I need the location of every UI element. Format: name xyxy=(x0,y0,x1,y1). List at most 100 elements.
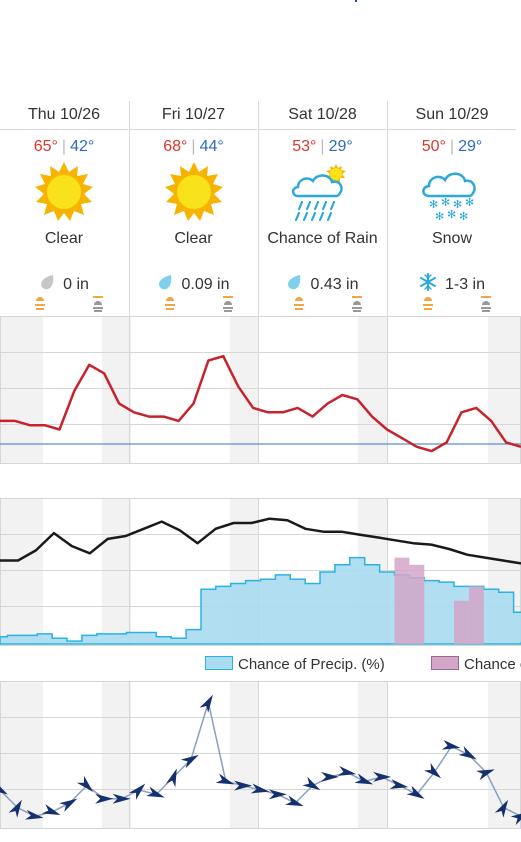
wind-direction-arrow xyxy=(373,771,392,782)
wind-direction-arrow xyxy=(180,754,199,769)
night-band xyxy=(230,681,258,829)
sunrise-icon xyxy=(294,297,304,310)
wind-direction-arrow xyxy=(59,798,78,812)
wind-direction-arrow xyxy=(234,780,253,791)
day-label: Fri 10/27 xyxy=(130,101,257,130)
sun-times-row xyxy=(130,295,257,313)
snowflake-icon xyxy=(419,273,436,291)
temperature-range: 50° | 29° xyxy=(421,138,483,155)
day-column[interactable]: Fri 10/27 68° | 44° Clear 0.09 in xyxy=(129,101,257,316)
precip-amount-row: 0.43 in xyxy=(259,273,386,294)
snow-chance-bar xyxy=(394,557,410,644)
svg-text:✻: ✻ xyxy=(465,196,474,209)
snow-chance-bar xyxy=(468,586,484,644)
svg-text:✻: ✻ xyxy=(453,198,462,211)
wind-direction-arrow xyxy=(354,773,374,785)
sunset-icon xyxy=(93,296,103,312)
wind-direction-arrow xyxy=(8,799,22,818)
svg-text:✻: ✻ xyxy=(447,208,456,221)
wind-direction-arrow xyxy=(458,746,477,760)
low-temp: 44° xyxy=(199,138,224,155)
wind-direction-arrow xyxy=(494,799,509,818)
sunset-icon xyxy=(481,296,491,312)
wind-direction-arrow xyxy=(95,793,114,804)
raindrop-gray-icon xyxy=(41,275,54,290)
day-column[interactable]: Sun 10/29 50° | 29° ✻ ✻ ✻ ✻ ✻ ✻ ✻ Snow 1-3 in xyxy=(387,101,521,316)
svg-text:✻: ✻ xyxy=(429,198,438,211)
day-column[interactable]: Sat 10/28 53° | 29° Chance of Rain 0.43 in xyxy=(258,101,386,316)
wind-direction-arrow xyxy=(112,793,131,804)
low-temp: 29° xyxy=(458,138,483,155)
precip-legend: Chance of Precip. (%) Chance o xyxy=(0,656,521,676)
night-band xyxy=(0,498,43,646)
wind-graph[interactable] xyxy=(0,681,521,829)
precipitation-graph[interactable] xyxy=(0,498,521,646)
high-temp: 50° xyxy=(421,138,446,155)
night-band xyxy=(102,681,131,829)
sunset-icon xyxy=(352,296,362,312)
high-temp: 53° xyxy=(292,138,317,155)
wind-direction-arrow xyxy=(165,768,177,788)
sunset-icon xyxy=(223,296,233,312)
raindrop-icon xyxy=(159,275,172,290)
night-band xyxy=(358,316,387,464)
daily-forecast: Thu 10/26 65° | 42° Clear 0 in Fri 10/27 6… xyxy=(0,101,521,316)
snow-chance-bar xyxy=(409,564,425,644)
wind-direction-arrow xyxy=(268,789,287,800)
legend-precip-chance[interactable]: Chance of Precip. (%) xyxy=(205,656,385,673)
snow-cloud-icon: ✻ ✻ ✻ ✻ ✻ ✻ ✻ xyxy=(422,172,476,223)
humidity-line xyxy=(0,517,521,565)
wind-direction-arrow xyxy=(424,762,442,779)
wind-direction-arrow xyxy=(476,769,495,781)
svg-text:✻: ✻ xyxy=(435,210,444,223)
precip-swatch xyxy=(205,656,233,670)
sunrise-icon xyxy=(35,297,45,310)
temperature-line xyxy=(0,354,521,453)
precip-amount-row: 0.09 in xyxy=(130,273,257,294)
condition-text: Chance of Rain xyxy=(267,230,378,247)
day-column[interactable]: Thu 10/26 65° | 42° Clear 0 in xyxy=(0,101,128,316)
precip-amount: 1-3 in xyxy=(444,276,486,293)
precip-amount: 0.09 in xyxy=(181,276,230,293)
sun-icon xyxy=(164,162,223,221)
wind-direction-arrow xyxy=(215,773,235,785)
day-label: Sun 10/29 xyxy=(388,101,516,130)
precip-amount: 0 in xyxy=(63,276,89,293)
sun-times-row xyxy=(0,295,128,313)
sun-times-row xyxy=(388,295,521,313)
svg-text:✻: ✻ xyxy=(459,210,468,223)
snow-chance-bar xyxy=(454,600,469,644)
snow-swatch xyxy=(431,656,459,670)
wind-direction-arrow xyxy=(250,783,270,794)
wind-direction-arrow xyxy=(199,694,213,713)
wind-direction-arrow xyxy=(389,779,409,789)
night-band xyxy=(102,498,131,646)
svg-text:✻: ✻ xyxy=(441,196,450,209)
night-band xyxy=(0,316,43,464)
legend-snow-chance[interactable]: Chance o xyxy=(431,656,521,673)
high-temp: 68° xyxy=(163,138,188,155)
day-label: Sat 10/28 xyxy=(259,101,386,130)
raindrop-icon xyxy=(288,275,301,290)
wind-direction-arrow xyxy=(76,775,94,792)
wind-direction-arrow xyxy=(129,783,146,800)
wind-direction-arrow xyxy=(0,781,8,795)
condition-text: Clear xyxy=(44,230,84,247)
temperature-range: 65° | 42° xyxy=(33,138,95,155)
temperature-graph[interactable] xyxy=(0,316,521,464)
wind-direction-arrow xyxy=(41,804,61,815)
sun-times-row xyxy=(259,295,386,313)
wind-speed-line xyxy=(0,699,521,818)
wind-direction-arrow xyxy=(406,785,425,799)
precip-amount: 0.43 in xyxy=(310,276,359,293)
temperature-range: 53° | 29° xyxy=(292,138,353,155)
legend-precip-label: Chance of Precip. (%) xyxy=(238,656,385,673)
wind-direction-arrow xyxy=(321,771,339,782)
wind-direction-arrow xyxy=(441,739,461,750)
sunrise-icon xyxy=(165,297,175,310)
night-band xyxy=(358,681,387,829)
wind-direction-arrow xyxy=(510,811,521,826)
precip-amount-row: 0 in xyxy=(0,273,128,294)
rain-cloud-icon xyxy=(291,164,346,222)
precip-chance-area xyxy=(0,556,521,645)
